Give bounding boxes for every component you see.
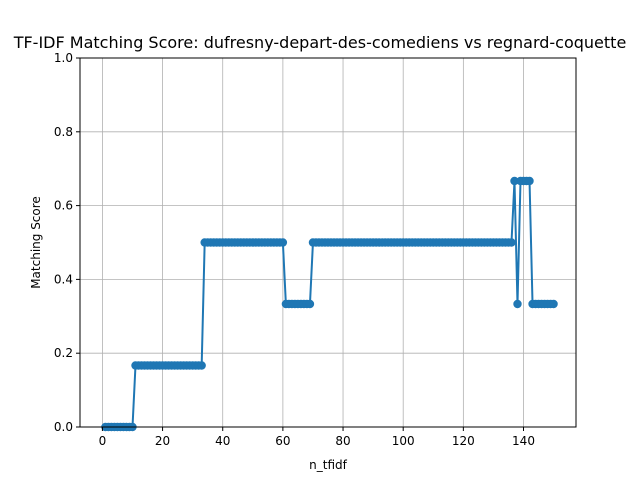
plot-frame [79,57,577,428]
x-tick-label: 40 [215,434,230,448]
x-tick-label: 20 [155,434,170,448]
y-tick-label: 0.4 [54,272,73,286]
x-axis-label: n_tfidf [309,458,347,472]
series-line [105,179,554,428]
data-point [305,299,315,309]
y-tick-label: 0.0 [54,420,73,434]
x-tick-label: 140 [512,434,535,448]
data-point [197,361,206,370]
data-point [278,238,288,247]
y-tick-label: 0.6 [54,199,73,213]
data-point [507,238,516,247]
x-tick-label: 60 [275,434,290,448]
x-axis: 0 20 40 60 80 100 120 140 [99,427,535,448]
x-tick-label: 100 [392,434,415,448]
x-tick-label: 0 [99,434,107,448]
y-tick-label: 0.2 [54,346,73,360]
data-point [549,299,558,309]
x-tick-label: 120 [452,434,475,448]
y-axis-label: Matching Score [29,196,43,289]
y-tick-label: 1.0 [54,51,73,65]
y-tick-label: 0.8 [54,125,73,139]
chart-title: TF-IDF Matching Score: dufresny-depart-d… [13,33,627,52]
data-point [513,299,522,309]
series-group [101,176,558,432]
data-point [525,176,534,186]
data-point [510,176,519,186]
y-axis: 0.0 0.2 0.4 0.6 0.8 1.0 [54,51,80,434]
x-tick-label: 80 [335,434,350,448]
